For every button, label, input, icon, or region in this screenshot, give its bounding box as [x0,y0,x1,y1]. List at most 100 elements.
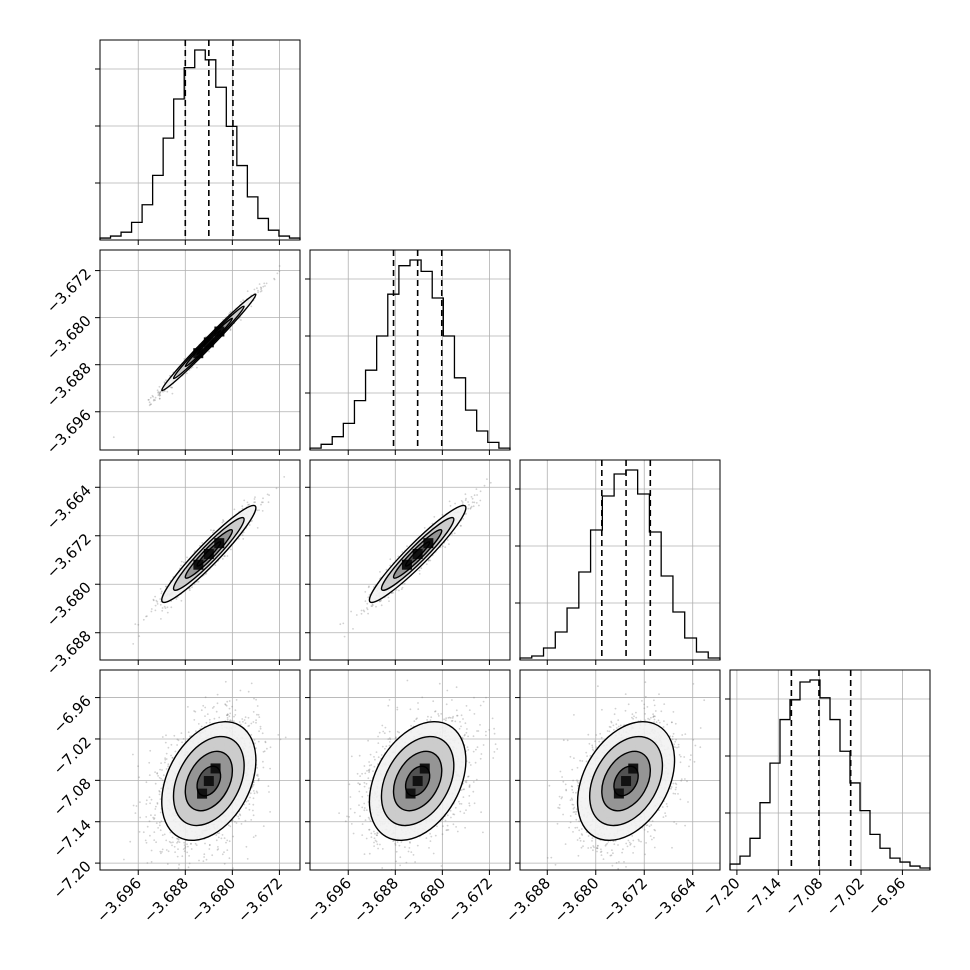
scatter-point [170,754,173,757]
scatter-point [264,741,267,744]
scatter-point [489,481,492,484]
scatter-point [166,611,169,614]
scatter-point [213,705,215,708]
scatter-point [180,564,182,567]
scatter-point [406,545,408,547]
scatter-point [156,389,159,392]
scatter-point [145,615,147,618]
scatter-point [211,854,214,857]
scatter-point [360,609,363,612]
scatter-point [234,820,236,823]
scatter-point [478,504,480,507]
scatter-point [400,588,403,590]
scatter-point [225,704,228,707]
scatter-point [156,802,159,804]
scatter-point [205,721,208,724]
scatter-point [166,863,169,865]
scatter-point [208,718,211,721]
scatter-point [156,603,159,605]
scatter-point [259,725,262,728]
scatter-point [154,399,157,402]
scatter-point [425,563,428,565]
scatter-point [229,328,232,331]
scatter-point [149,396,152,399]
scatter-point [150,861,153,863]
scatter-point [216,832,219,835]
scatter-point [160,852,162,855]
scatter-point [159,811,162,814]
scatter-point [231,720,233,722]
scatter-point [225,841,227,844]
scatter-point [147,399,150,401]
scatter-point [476,494,478,496]
scatter-point [241,718,244,720]
scatter-point [226,717,229,719]
scatter-point [163,390,166,392]
scatter-point [173,845,176,848]
scatter-point [163,833,166,836]
histogram-panel-3 [725,669,931,871]
scatter-point [234,709,237,712]
scatter-point [379,571,381,573]
scatter-point [217,848,220,850]
scatter-point [278,270,281,273]
density-peak-cell [412,548,423,559]
histogram-step-3 [729,679,931,870]
scatter-point [204,706,207,709]
scatter-point [159,392,161,394]
scatter-point [483,484,486,487]
scatter-point [371,605,373,608]
scatter-point [262,497,264,500]
scatter-point [218,832,221,834]
scatter-point [188,589,191,592]
scatter-point [275,487,278,490]
scatter-point [160,590,163,593]
density-peak-cell [214,538,225,549]
scatter-point [153,831,156,833]
scatter-point [158,394,161,397]
scatter-point [159,603,162,606]
scatter-point [164,741,167,744]
scatter-point [248,503,251,506]
scatter-point [188,862,191,865]
scatter-point [429,559,432,562]
scatter-point [385,568,388,571]
density-peak-cell [214,326,225,337]
scatter-point [183,561,185,564]
scatter-point [364,591,367,593]
scatter-point [158,385,161,388]
scatter-point [262,501,264,504]
scatter-point [153,817,156,820]
scatter-point [146,825,149,828]
scatter-point [247,799,250,802]
scatter-point [261,510,264,512]
scatter-point [149,802,152,805]
scatter-point [208,350,210,353]
scatter-point [252,809,254,812]
density-peak-cell [203,548,214,559]
scatter-point [252,803,255,806]
scatter-point [226,555,229,557]
scatter-point [157,391,160,393]
scatter-point [364,600,367,603]
scatter-point [229,311,231,314]
scatter-point [468,504,470,506]
scatter-point [156,772,159,775]
scatter-point [161,769,163,771]
scatter-point [260,503,262,506]
scatter-point [157,827,160,829]
scatter-point [243,499,246,502]
scatter-point [185,372,188,375]
scatter-point [150,608,153,610]
scatter-point [205,858,208,861]
scatter-point [366,607,368,609]
scatter-point [208,848,211,850]
scatter-point [397,555,400,558]
scatter-point [165,839,168,842]
scatter-point [398,589,400,592]
scatter-point [210,529,212,531]
scatter-point [158,776,161,779]
scatter-point [423,527,426,529]
scatter-point [160,618,162,620]
scatter-point [229,329,232,332]
